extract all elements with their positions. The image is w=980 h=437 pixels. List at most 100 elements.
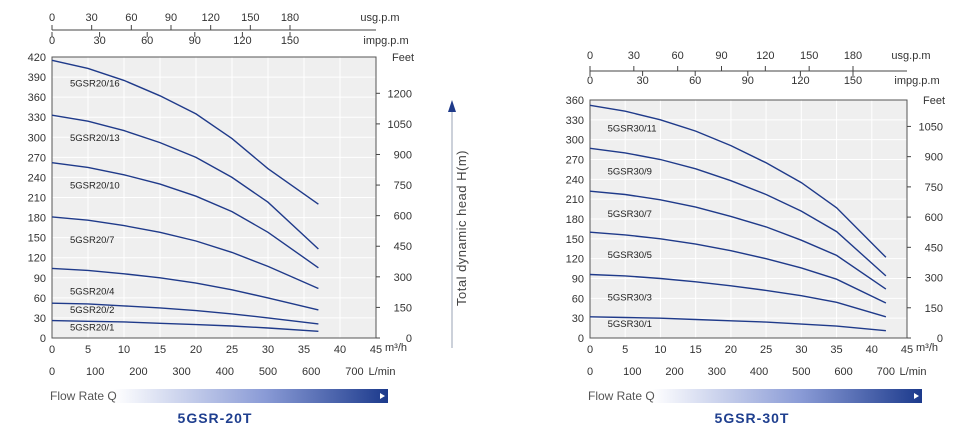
lmin-tick-label: 0 — [587, 366, 593, 378]
y-tick-label: 420 — [28, 52, 46, 64]
lmin-tick-label: 700 — [877, 366, 895, 378]
lmin-tick-label: 200 — [665, 366, 683, 378]
feet-tick-label: 750 — [394, 180, 412, 192]
feet-tick-label: 600 — [394, 211, 412, 223]
y-tick-label: 30 — [34, 313, 46, 325]
x-tick-label: 45 — [370, 344, 382, 356]
impg-tick-label: 0 — [49, 35, 55, 47]
series-label: 5GSR20/16 — [70, 78, 120, 89]
feet-tick-label: 600 — [925, 212, 943, 224]
y-tick-label: 300 — [28, 132, 46, 144]
flow-rate-label: Flow Rate Q — [588, 389, 655, 403]
series-label: 5GSR20/13 — [70, 133, 120, 144]
y-tick-label: 210 — [28, 193, 46, 205]
y-tick-label: 120 — [28, 253, 46, 265]
plot-frame — [51, 56, 377, 339]
usg-tick-label: 0 — [49, 12, 55, 24]
series-curve — [51, 319, 319, 332]
series-label: 5GSR20/7 — [70, 235, 114, 246]
x-tick-label: 25 — [760, 344, 772, 356]
usg-tick-label: 60 — [125, 12, 137, 24]
usg-unit-label: usg.p.m — [360, 12, 399, 24]
feet-tick-label: 450 — [925, 242, 943, 254]
x-tick-label: 35 — [830, 344, 842, 356]
series-label: 5GSR20/4 — [70, 286, 114, 297]
series-curve — [589, 104, 887, 258]
feet-tick-label: 750 — [925, 182, 943, 194]
y-tick-label: 150 — [28, 233, 46, 245]
series-label: 5GSR30/9 — [608, 166, 652, 177]
lmin-tick-label: 500 — [792, 366, 810, 378]
x-tick-label: 15 — [154, 344, 166, 356]
x-tick-label: 0 — [587, 344, 593, 356]
usg-tick-label: 30 — [86, 12, 98, 24]
x-tick-label: 45 — [901, 344, 913, 356]
series-curve — [589, 231, 887, 304]
lmin-tick-label: 500 — [259, 366, 277, 378]
center-axis-annotation: Total dynamic head H(m) — [448, 100, 469, 348]
y-tick-label: 210 — [566, 194, 584, 206]
x-tick-label: 10 — [118, 344, 130, 356]
x-tick-label: 20 — [190, 344, 202, 356]
x-tick-label: 30 — [262, 344, 274, 356]
plot-frame — [589, 99, 908, 339]
series-curve — [589, 273, 887, 318]
y-tick-label: 330 — [28, 112, 46, 124]
lmin-tick-label: 600 — [302, 366, 320, 378]
y-tick-label: 60 — [572, 293, 584, 305]
usg-tick-label: 180 — [844, 50, 862, 62]
series-curve — [51, 302, 319, 325]
impg-unit-label: impg.p.m — [894, 75, 939, 87]
lmin-tick-label: 200 — [129, 366, 147, 378]
impg-tick-label: 120 — [791, 75, 809, 87]
series-curve — [589, 316, 886, 332]
usg-tick-label: 0 — [587, 50, 593, 62]
flow-rate-label: Flow Rate Q — [50, 389, 117, 403]
feet-tick-label: 150 — [394, 302, 412, 314]
x-tick-label: 0 — [49, 344, 55, 356]
series-label: 5GSR20/10 — [70, 181, 120, 192]
series-curve — [51, 59, 319, 205]
flow-arrow-icon — [380, 393, 385, 399]
impg-unit-label: impg.p.m — [363, 35, 408, 47]
feet-tick-label: 1200 — [388, 88, 412, 100]
chart-5gsr-20t: 0306090120150180210240270300330360390420… — [28, 12, 414, 426]
feet-tick-label: 300 — [394, 272, 412, 284]
y-tick-label: 360 — [28, 92, 46, 104]
impg-tick-label: 90 — [189, 35, 201, 47]
lmin-tick-label: 400 — [750, 366, 768, 378]
y-tick-label: 330 — [566, 115, 584, 127]
series-curve — [51, 216, 319, 290]
series-curve — [51, 267, 319, 311]
usg-tick-label: 90 — [715, 50, 727, 62]
usg-tick-label: 120 — [201, 12, 219, 24]
series-curve — [51, 114, 319, 250]
series-label: 5GSR30/5 — [608, 250, 652, 261]
feet-tick-label: 1050 — [919, 121, 943, 133]
y-tick-label: 30 — [572, 313, 584, 325]
y-tick-label: 0 — [578, 333, 584, 345]
feet-unit-label: Feet — [392, 52, 414, 64]
lmin-tick-label: 300 — [172, 366, 190, 378]
usg-tick-label: 30 — [628, 50, 640, 62]
x-tick-label: 5 — [85, 344, 91, 356]
feet-tick-label: 0 — [406, 333, 412, 345]
lmin-tick-label: 100 — [86, 366, 104, 378]
y-tick-label: 90 — [34, 273, 46, 285]
lmin-tick-label: 300 — [708, 366, 726, 378]
y-tick-label: 120 — [566, 254, 584, 266]
usg-tick-label: 180 — [281, 12, 299, 24]
impg-tick-label: 30 — [93, 35, 105, 47]
impg-tick-label: 150 — [281, 35, 299, 47]
series-label: 5GSR30/3 — [608, 293, 652, 304]
impg-tick-label: 90 — [742, 75, 754, 87]
flow-rate-bar — [114, 389, 388, 403]
series-label: 5GSR30/11 — [608, 123, 657, 134]
lmin-unit-label: L/min — [900, 366, 927, 378]
lmin-tick-label: 100 — [623, 366, 641, 378]
impg-tick-label: 0 — [587, 75, 593, 87]
y-tick-label: 180 — [566, 214, 584, 226]
lmin-tick-label: 0 — [49, 366, 55, 378]
